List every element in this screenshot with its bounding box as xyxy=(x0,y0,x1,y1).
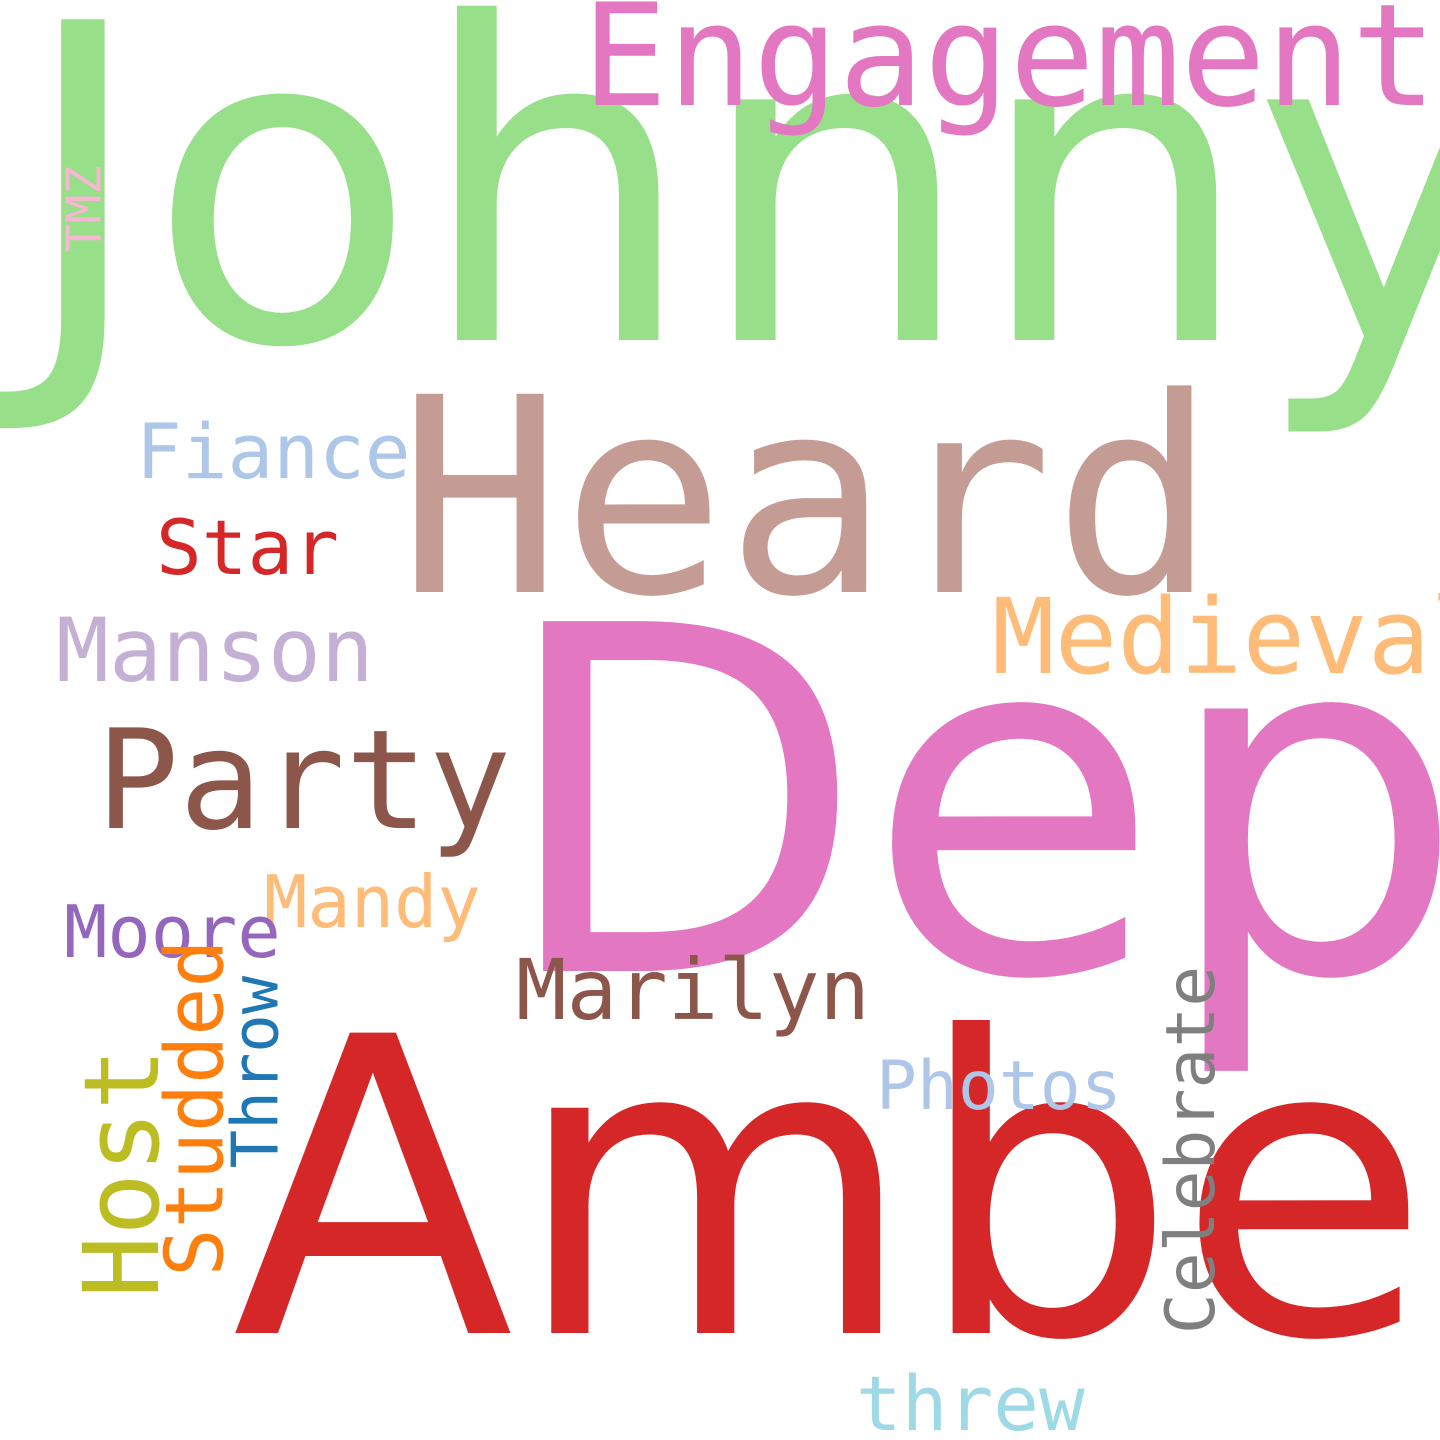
word-johnny: Johnny xyxy=(18,0,1440,444)
word-threw: threw xyxy=(856,1359,1085,1440)
word-amber: Amber xyxy=(232,952,1440,1431)
word-engagement: Engagement xyxy=(582,0,1437,139)
word-medieval: Medieval xyxy=(992,576,1440,698)
word-manson: Manson xyxy=(56,599,374,702)
word-fiance: Fiance xyxy=(136,407,411,496)
word-star: Star xyxy=(156,503,340,592)
word-photos: Photos xyxy=(876,1047,1122,1126)
word-marilyn: Marilyn xyxy=(516,941,871,1039)
word-celebrate: Celebrate xyxy=(1152,965,1232,1335)
word-party: Party xyxy=(96,700,512,861)
word-heard: Heard xyxy=(398,341,1217,657)
word-mandy: Mandy xyxy=(264,860,481,944)
word-moore: Moore xyxy=(64,890,281,974)
word-throw: Throw xyxy=(219,975,294,1169)
word-tmz: TMZ xyxy=(56,165,113,253)
word-depp: Depp xyxy=(496,526,1440,1085)
